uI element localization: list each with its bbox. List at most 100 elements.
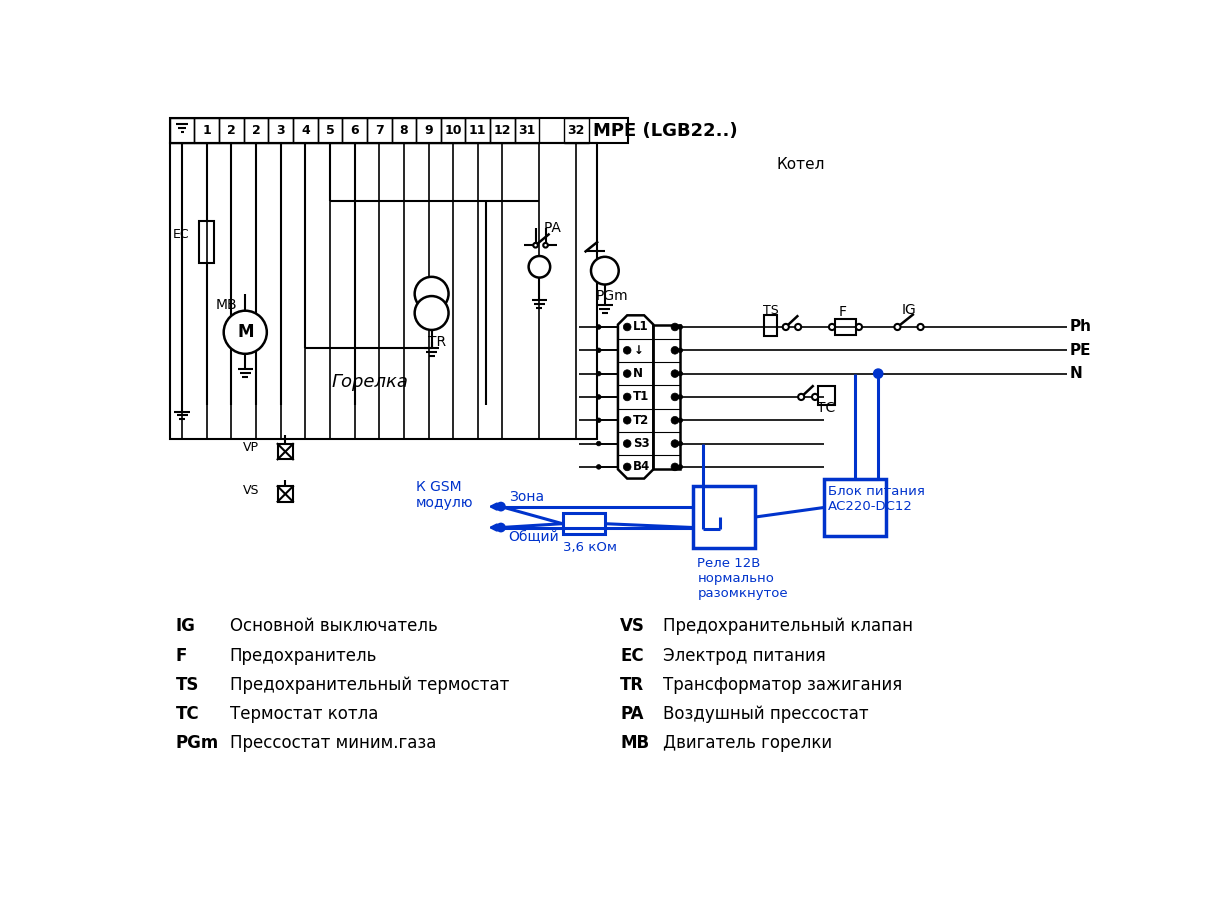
Text: PGm: PGm [596, 289, 629, 303]
Text: Предохранительный клапан: Предохранительный клапан [662, 617, 913, 636]
Text: РА: РА [544, 222, 561, 235]
Circle shape [529, 256, 550, 278]
Circle shape [497, 503, 505, 510]
Text: L1: L1 [633, 321, 649, 333]
Text: TC: TC [176, 706, 200, 723]
Text: Трансформатор зажигания: Трансформатор зажигания [662, 676, 902, 694]
Text: МРЕ (LGB22..): МРЕ (LGB22..) [593, 122, 737, 140]
Circle shape [856, 324, 862, 331]
Text: Двигатель горелки: Двигатель горелки [662, 735, 832, 753]
Circle shape [624, 463, 631, 470]
Text: 3: 3 [276, 124, 285, 137]
Text: IG: IG [901, 303, 916, 317]
Text: 9: 9 [424, 124, 432, 137]
Bar [391, 118, 417, 143]
Bar [219, 118, 243, 143]
Bar [243, 118, 269, 143]
Text: PE: PE [1069, 343, 1091, 358]
Text: ЕС: ЕС [173, 228, 190, 241]
Circle shape [671, 463, 679, 470]
Text: 6: 6 [350, 124, 358, 137]
Circle shape [678, 418, 683, 422]
Circle shape [678, 395, 683, 400]
Circle shape [782, 324, 788, 331]
Circle shape [918, 324, 924, 331]
Circle shape [591, 257, 619, 284]
Text: 12: 12 [494, 124, 511, 137]
Bar [825, 479, 886, 537]
Bar [819, 386, 836, 405]
Bar [764, 315, 776, 336]
Text: Термостат котла: Термостат котла [230, 706, 378, 723]
Circle shape [671, 417, 679, 424]
Text: ↓: ↓ [633, 344, 643, 357]
Text: TR: TR [620, 676, 644, 694]
Text: 3,6 кОм: 3,6 кОм [562, 540, 616, 554]
Text: 31: 31 [518, 124, 535, 137]
Text: 5: 5 [326, 124, 334, 137]
Bar [317, 118, 343, 143]
Text: TS: TS [176, 676, 200, 694]
Circle shape [624, 439, 631, 448]
Text: VS: VS [242, 484, 259, 497]
Text: 8: 8 [400, 124, 408, 137]
Text: N: N [1069, 366, 1081, 381]
Circle shape [624, 417, 631, 424]
Circle shape [671, 347, 679, 354]
Text: PGm: PGm [176, 735, 219, 753]
Bar [490, 118, 515, 143]
Text: 32: 32 [568, 124, 585, 137]
Text: TS: TS [763, 303, 779, 317]
Circle shape [224, 311, 266, 354]
Text: 1: 1 [202, 124, 211, 137]
Circle shape [596, 395, 601, 400]
Circle shape [678, 371, 683, 376]
Circle shape [624, 393, 631, 400]
Text: 11: 11 [469, 124, 487, 137]
Circle shape [671, 439, 679, 448]
Circle shape [678, 348, 683, 352]
Text: М: М [237, 323, 253, 341]
Bar [170, 118, 629, 143]
Text: Блок питания
АС220-DС12: Блок питания АС220-DС12 [828, 485, 925, 513]
Bar [417, 118, 441, 143]
Circle shape [671, 323, 679, 331]
Text: Воздушный прессостат: Воздушный прессостат [662, 706, 868, 723]
Circle shape [596, 418, 601, 422]
Circle shape [624, 370, 631, 378]
Text: Электрод питания: Электрод питания [662, 646, 826, 665]
Text: 7: 7 [375, 124, 384, 137]
Circle shape [798, 394, 804, 400]
Circle shape [533, 243, 538, 248]
Text: Котел: Котел [777, 157, 826, 172]
Circle shape [497, 524, 505, 531]
Text: F: F [838, 304, 846, 319]
Circle shape [624, 347, 631, 354]
Bar [195, 118, 219, 143]
Text: Общий: Общий [509, 529, 559, 544]
Text: 2: 2 [252, 124, 260, 137]
Circle shape [671, 370, 679, 378]
Circle shape [544, 243, 547, 248]
Circle shape [596, 371, 601, 376]
Text: F: F [176, 646, 188, 665]
Text: T1: T1 [633, 390, 649, 403]
Text: N: N [633, 367, 643, 380]
Bar [367, 118, 391, 143]
Text: Реле 12В
нормально
разомкнутое: Реле 12В нормально разомкнутое [698, 558, 788, 600]
Text: S3: S3 [633, 437, 650, 450]
Circle shape [414, 296, 448, 330]
Text: Предохранитель: Предохранитель [230, 646, 378, 665]
Text: VP: VP [243, 441, 259, 454]
Circle shape [414, 277, 448, 311]
Bar [836, 320, 856, 335]
Text: 2: 2 [226, 124, 236, 137]
Text: ТС: ТС [816, 400, 834, 415]
Circle shape [671, 393, 679, 400]
Text: TR: TR [427, 335, 446, 350]
Bar [562, 513, 604, 535]
Bar [343, 118, 367, 143]
Text: EC: EC [620, 646, 644, 665]
Bar [199, 221, 214, 263]
Bar [654, 324, 681, 469]
